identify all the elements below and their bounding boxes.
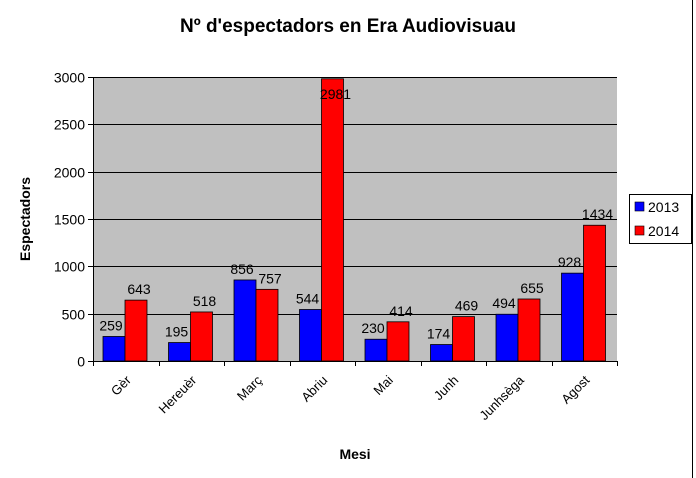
data-label: 544 [296,291,320,307]
x-tick-label: Abriu [298,373,330,405]
x-tick-label: Hereuèr [156,372,200,416]
data-label: 469 [455,298,479,314]
y-tick-label: 0 [77,354,85,370]
x-tick-label: Junh [431,373,462,404]
bar-2013-Març [233,279,257,362]
bar-2013-Gèr [102,336,126,362]
data-label: 195 [165,324,189,340]
y-tick-label: 1000 [54,259,85,275]
bar-2013-Abriu [299,309,322,362]
data-label: 518 [193,293,217,309]
bar-2014-Març [255,288,279,362]
data-label: 494 [492,295,516,311]
y-axis-label: Espectadors [17,177,33,261]
bar-2014-Mai [386,321,410,362]
bar-2014-Agost [583,224,606,362]
bar-2013-Junhsèga [495,313,519,362]
bar-2013-Junh [430,344,453,362]
bar-2014-Junhsèga [517,298,541,362]
y-tick-label: 2500 [54,117,85,133]
data-label: 643 [127,281,151,297]
legend-swatch-icon [634,225,645,236]
bar-2014-Hereuèr [190,311,213,362]
y-tick-label: 1500 [54,212,85,228]
data-label: 655 [520,280,544,296]
x-tick-label: Junhsèga [476,372,527,423]
bar-2014-Gèr [124,299,148,362]
data-label: 174 [427,326,451,342]
x-axis-label: Mesi [339,446,370,462]
data-label: 757 [258,270,282,286]
bar-2014-Junh [452,316,475,362]
data-label: 2981 [320,86,351,102]
data-label: 414 [389,303,413,319]
x-tick-label: Març [234,372,265,403]
legend-label: 2014 [648,223,679,239]
legend: 2013 2014 [629,194,692,244]
x-tick-label: Agost [558,372,592,406]
y-tick-label: 3000 [54,70,85,86]
y-tick-label: 500 [62,307,86,323]
bar-2013-Hereuèr [168,342,191,362]
bar-2014-Abriu [321,78,344,362]
data-label: 259 [99,317,123,333]
x-tick-label: Mai [370,372,395,397]
legend-swatch-icon [634,201,645,212]
chart-title: Nº d'espectadors en Era Audiovisuau [180,16,516,37]
data-label: 856 [230,261,254,277]
bar-2013-Mai [364,338,388,362]
x-tick-label: Gèr [108,372,134,398]
data-label: 230 [361,320,385,336]
y-tick-label: 2000 [54,165,85,181]
data-label: 928 [558,254,582,270]
data-label: 1434 [582,206,613,222]
bar-2013-Agost [561,272,584,362]
legend-label: 2013 [648,199,679,215]
